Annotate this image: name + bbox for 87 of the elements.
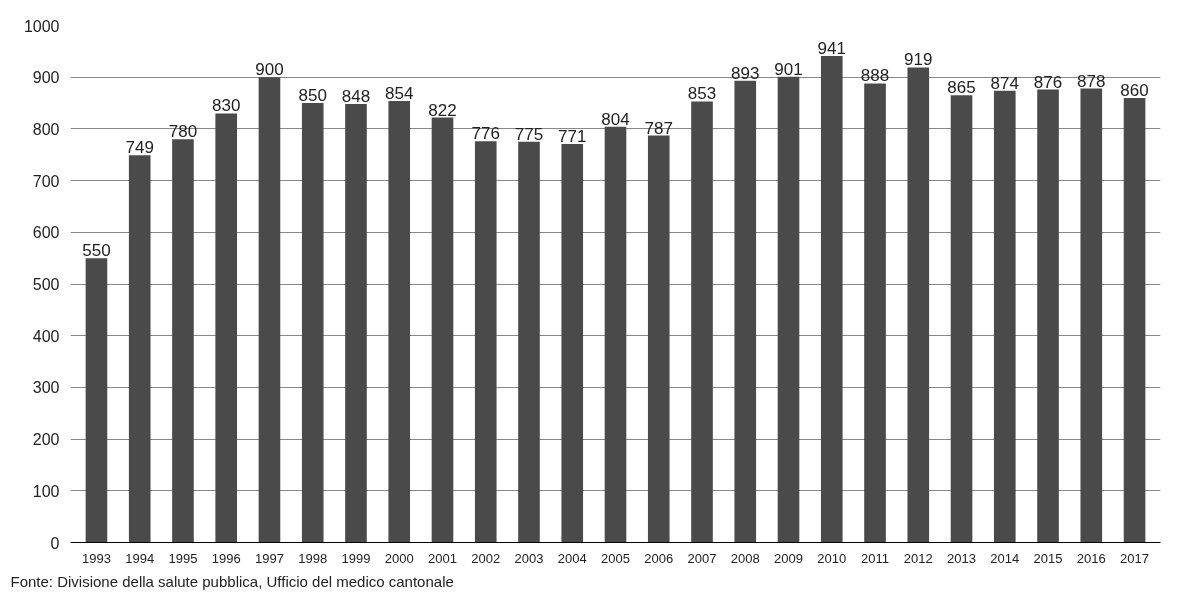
bar [734, 80, 757, 543]
bar [777, 76, 800, 543]
data-label: 848 [341, 87, 371, 107]
bar [215, 113, 238, 543]
bar [950, 95, 973, 543]
y-tick-label: 0 [50, 534, 60, 552]
bar [561, 143, 584, 543]
x-tick-label: 2016 [1076, 550, 1106, 566]
bar [1080, 88, 1103, 543]
x-tick-label: 2017 [1120, 550, 1150, 566]
bar [128, 155, 151, 543]
data-label: 893 [731, 63, 760, 83]
y-tick-label: 400 [32, 327, 60, 345]
data-label: 775 [514, 124, 544, 144]
y-tick-label: 700 [32, 172, 60, 190]
y-tick-label: 800 [32, 120, 60, 138]
data-label: 888 [860, 66, 890, 86]
y-tick-label: 1000 [23, 17, 60, 35]
data-label: 865 [947, 78, 976, 98]
x-tick-label: 2001 [428, 550, 457, 566]
x-tick-label: 1997 [255, 550, 284, 566]
data-label: 854 [385, 83, 414, 103]
x-tick-label: 2011 [861, 550, 890, 566]
bar [518, 141, 540, 543]
bar [604, 126, 627, 543]
data-label: 787 [644, 118, 673, 138]
bar [1037, 89, 1059, 543]
y-tick-label: 500 [32, 276, 60, 293]
x-tick-label: 2009 [774, 550, 803, 566]
data-label: 776 [471, 124, 500, 144]
data-label: 830 [212, 96, 241, 116]
x-tick-label: 1999 [341, 550, 371, 566]
bar [474, 141, 497, 543]
data-label: 878 [1077, 71, 1106, 91]
x-tick-label: 2005 [601, 550, 630, 566]
bar [85, 258, 108, 543]
bar [345, 104, 367, 543]
bar [301, 103, 324, 543]
x-tick-label: 1994 [125, 550, 155, 566]
x-tick-label: 1998 [298, 550, 328, 566]
data-label: 874 [990, 73, 1019, 93]
x-tick-label: 2004 [557, 550, 587, 566]
data-label: 780 [168, 122, 198, 142]
x-tick-label: 2012 [903, 550, 933, 566]
x-tick-label: 1993 [81, 550, 111, 566]
bar [993, 90, 1016, 543]
bar [172, 139, 194, 543]
y-tick-label: 100 [32, 482, 60, 500]
bar [691, 101, 713, 543]
data-label: 860 [1120, 80, 1149, 100]
bar [820, 56, 843, 543]
x-tick-label: 2002 [471, 550, 501, 566]
x-tick-label: 2000 [384, 550, 414, 566]
x-tick-label: 2007 [687, 550, 717, 566]
data-label: 850 [298, 86, 327, 106]
data-label: 804 [601, 109, 630, 129]
y-tick-label: 600 [32, 224, 60, 242]
x-tick-label: 1995 [168, 550, 198, 566]
bar [388, 100, 411, 543]
bar [647, 135, 670, 543]
x-tick-label: 2014 [990, 550, 1020, 566]
x-tick-label: 1996 [211, 550, 241, 566]
y-tick-label: 900 [32, 69, 60, 87]
y-tick-label: 200 [32, 431, 60, 449]
x-tick-label: 2013 [947, 550, 976, 566]
data-label: 919 [904, 50, 933, 70]
bar [907, 67, 930, 543]
data-label: 853 [687, 84, 717, 104]
bar [1123, 97, 1146, 543]
data-label: 901 [774, 59, 803, 79]
x-tick-label: 2010 [817, 550, 847, 566]
data-label: 771 [558, 126, 587, 146]
bar [431, 117, 454, 543]
x-tick-label: 2015 [1033, 550, 1063, 566]
data-label: 876 [1033, 72, 1063, 92]
source-note: Fonte: Divisione della salute pubblica, Ufficio del medico cantonale [10, 572, 454, 590]
data-label: 941 [817, 39, 846, 58]
x-tick-label: 2008 [730, 550, 760, 566]
data-label: 822 [428, 100, 457, 120]
x-tick-label: 2003 [514, 550, 544, 566]
data-label: 900 [255, 60, 284, 80]
x-tick-label: 2006 [644, 550, 674, 566]
data-label: 550 [82, 241, 111, 261]
y-tick-label: 300 [32, 379, 60, 397]
data-label: 749 [125, 138, 154, 158]
bar [258, 77, 281, 543]
bar [864, 83, 886, 543]
